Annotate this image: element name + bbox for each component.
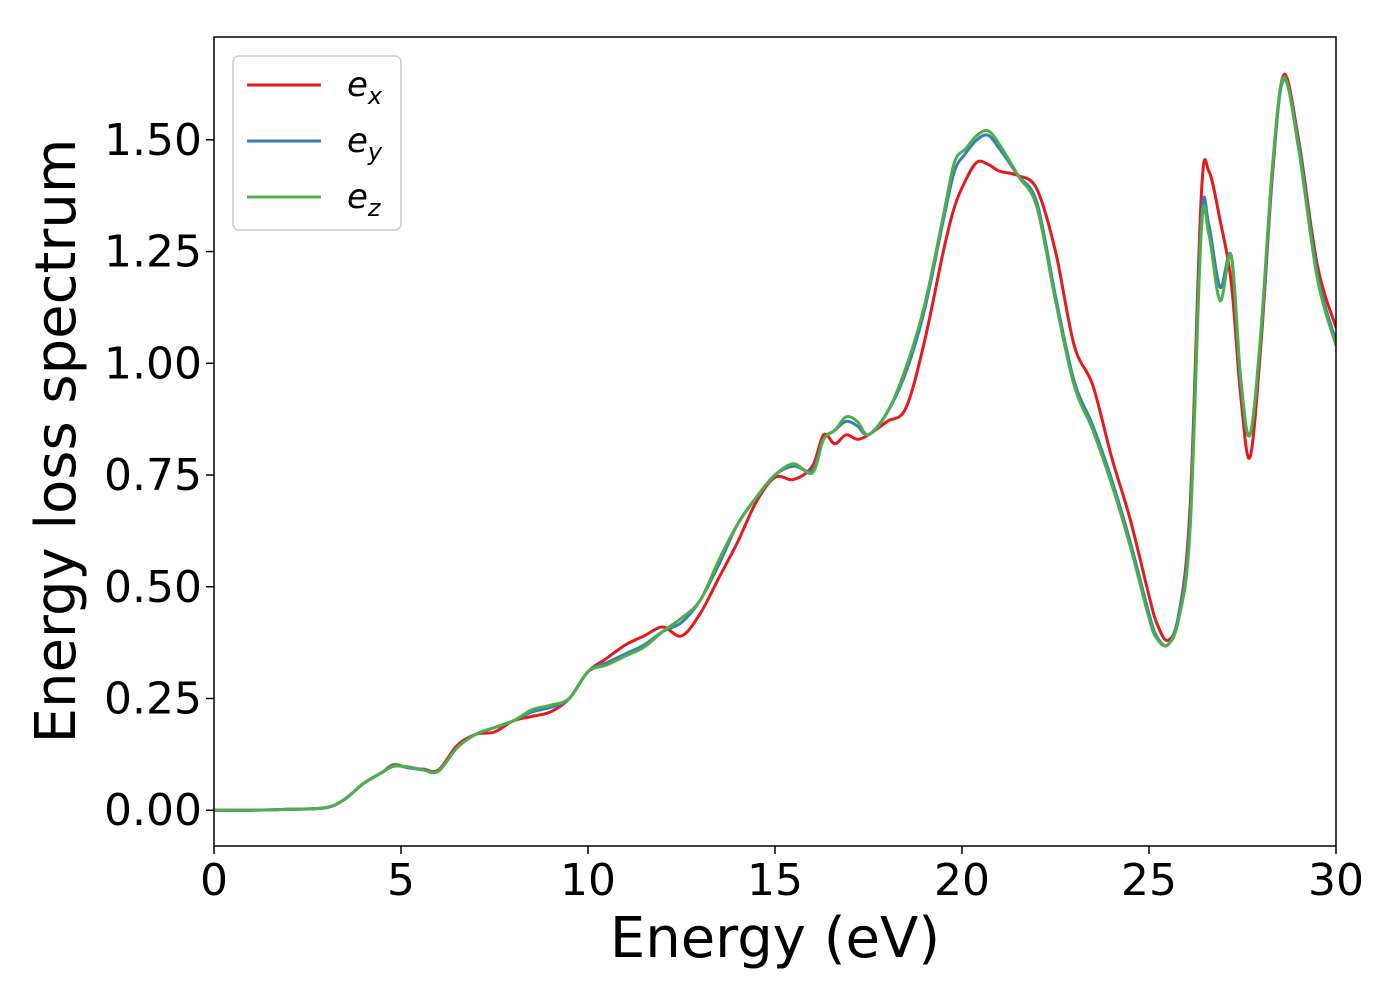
y-axis-ticks: 0.00 0.25 0.50 0.75 1.00 1.25 1.50 bbox=[104, 115, 214, 836]
series-layer bbox=[214, 73, 1336, 812]
y-tick-label: 1.25 bbox=[104, 227, 202, 278]
x-tick-label: 15 bbox=[747, 855, 803, 906]
x-axis-label: Energy (eV) bbox=[610, 906, 940, 971]
x-tick-label: 20 bbox=[934, 855, 990, 906]
x-tick-label: 0 bbox=[200, 855, 228, 906]
y-axis-label: Energy loss spectrum bbox=[24, 139, 89, 744]
y-tick-label: 0.00 bbox=[104, 785, 202, 836]
y-tick-label: 0.50 bbox=[104, 562, 202, 613]
legend-label-subscript: y bbox=[367, 138, 383, 166]
legend-label-base: e bbox=[347, 121, 368, 161]
legend-box bbox=[232, 55, 402, 231]
x-tick-label: 25 bbox=[1121, 855, 1177, 906]
legend-label-base: e bbox=[347, 65, 368, 105]
legend-label-z: ez bbox=[347, 177, 382, 222]
x-axis-ticks: 0 5 10 15 20 25 30 bbox=[200, 846, 1364, 906]
y-tick-label: 0.75 bbox=[104, 450, 202, 501]
legend-label-x: ex bbox=[347, 65, 383, 110]
legend-label-subscript: x bbox=[367, 82, 383, 110]
series-line-z bbox=[214, 75, 1336, 812]
x-tick-label: 30 bbox=[1308, 855, 1364, 906]
x-tick-label: 10 bbox=[560, 855, 616, 906]
legend-label-y: ey bbox=[347, 121, 383, 166]
x-tick-label: 5 bbox=[387, 855, 415, 906]
y-tick-label: 1.00 bbox=[104, 338, 202, 389]
y-tick-label: 1.50 bbox=[104, 115, 202, 166]
legend-label-base: e bbox=[347, 177, 368, 217]
y-tick-label: 0.25 bbox=[104, 674, 202, 725]
legend-label-subscript: z bbox=[367, 194, 382, 222]
